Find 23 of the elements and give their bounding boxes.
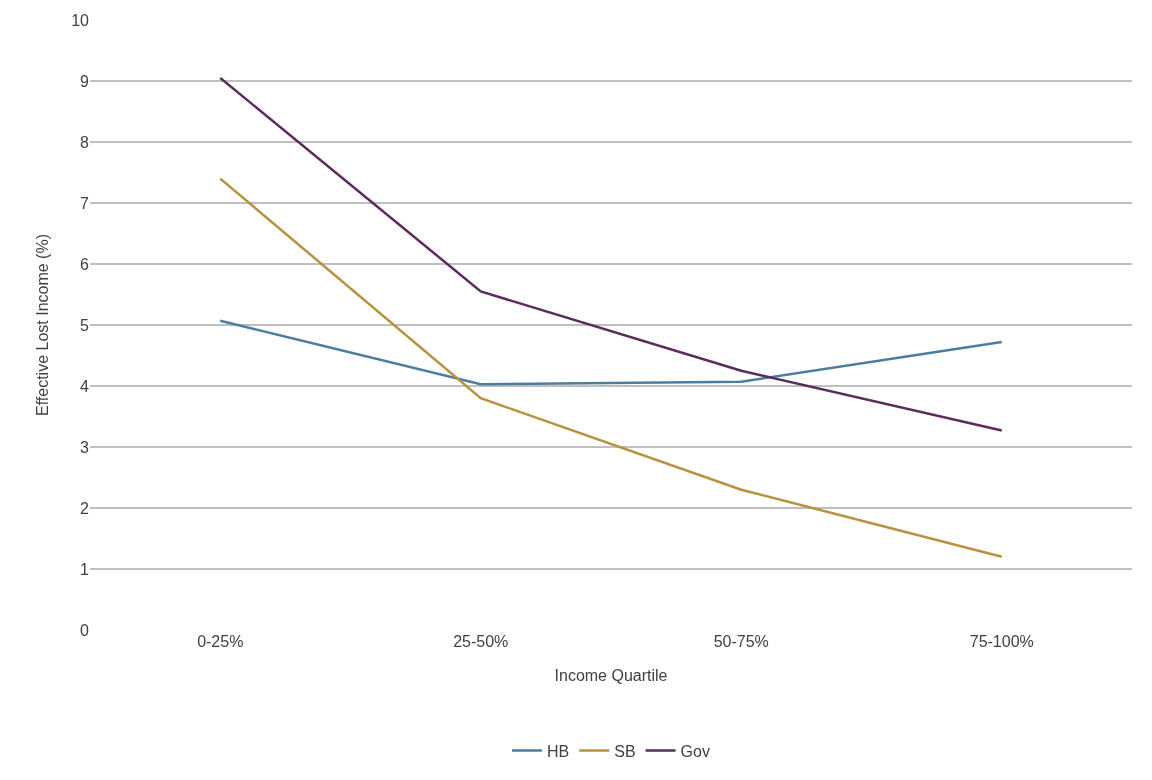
y-tick-label: 4 <box>80 377 90 395</box>
x-axis-title: Income Quartile <box>554 666 668 684</box>
y-tick-label: 6 <box>80 255 90 273</box>
y-tick-label: 9 <box>80 72 90 90</box>
y-tick-label: 2 <box>80 499 90 517</box>
y-tick-label: 3 <box>80 438 90 456</box>
y-tick-label: 1 <box>80 560 90 578</box>
line-series <box>219 319 1003 386</box>
x-tick-label: 25-50% <box>453 633 509 650</box>
legend-label: HB <box>547 742 570 760</box>
y-tick-label: 7 <box>80 194 90 212</box>
y-tick-label: 0 <box>80 621 90 639</box>
legend-label: Gov <box>680 742 710 760</box>
x-tick-label: 50-75% <box>713 633 769 650</box>
y-axis-title: Effective Lost Income (%) <box>34 234 52 416</box>
y-tick-label: 10 <box>71 11 90 29</box>
legend-label: SB <box>614 742 636 760</box>
line-series <box>219 177 1003 559</box>
x-tick-label: 0-25% <box>197 633 244 650</box>
line-series <box>219 76 1003 432</box>
y-tick-label: 5 <box>80 316 90 334</box>
y-tick-label: 8 <box>80 133 90 151</box>
x-tick-label: 75-100% <box>969 633 1034 650</box>
